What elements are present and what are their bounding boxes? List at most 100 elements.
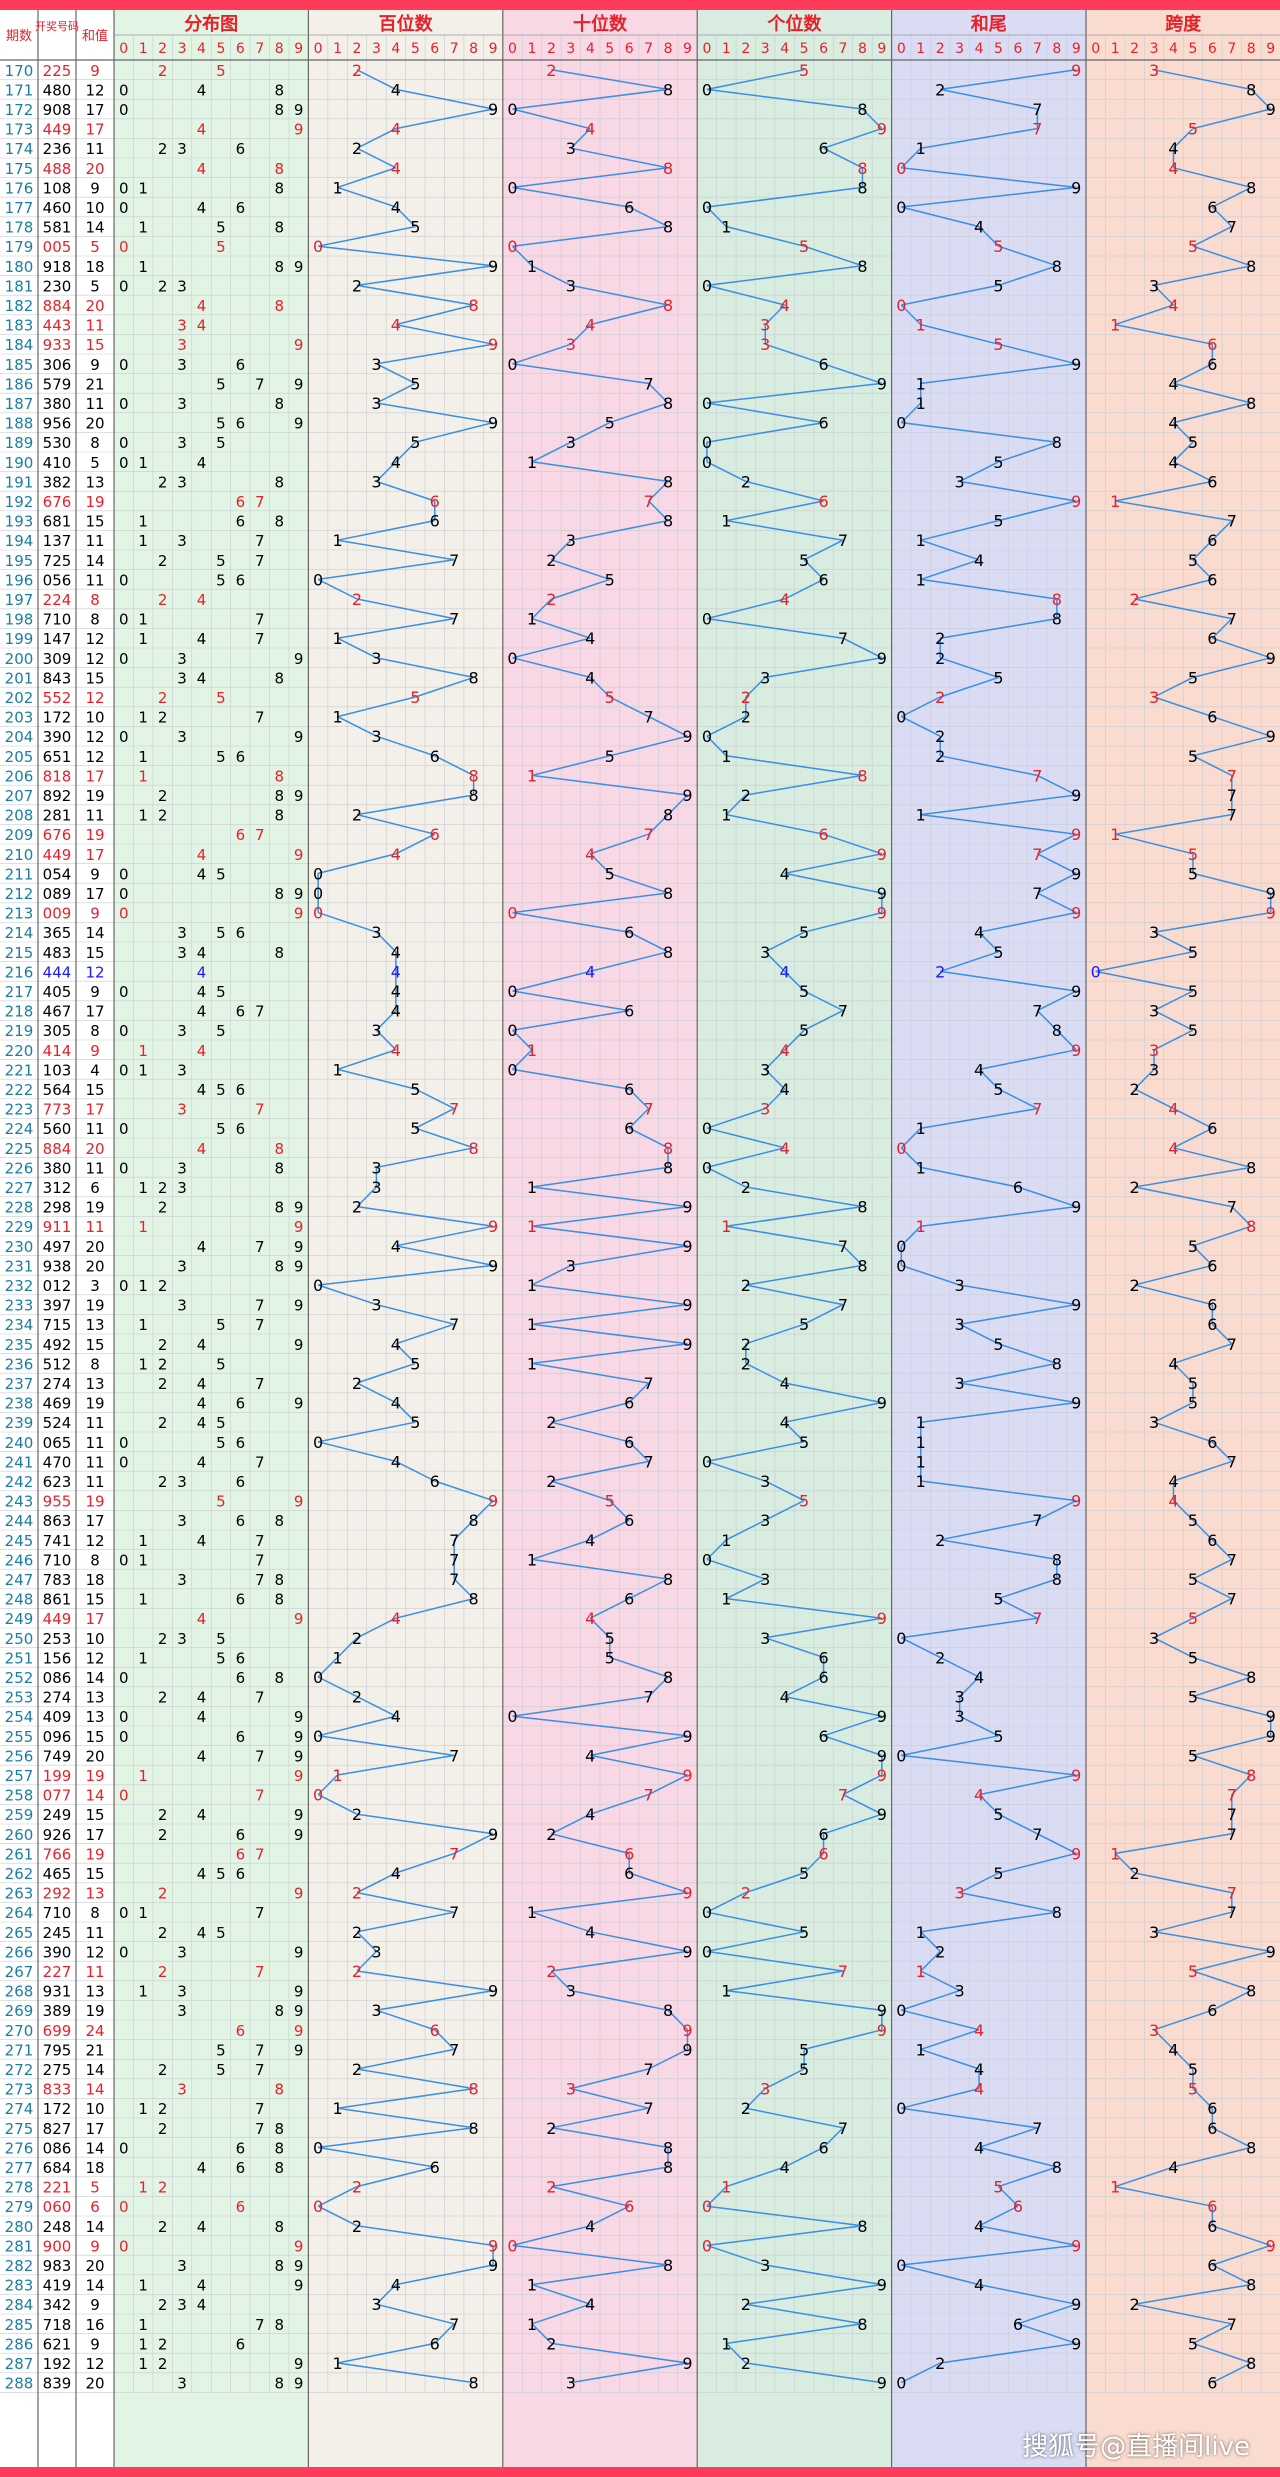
trend-segment	[667, 2009, 689, 2031]
trend-segment	[1212, 186, 1252, 208]
issue-number: 177	[5, 199, 34, 217]
trend-segment	[512, 2225, 591, 2247]
sum-value: 12	[85, 2355, 104, 2373]
trend-point: 6	[818, 2138, 828, 2157]
trend-point: 9	[877, 1746, 887, 1765]
trend-segment	[376, 1303, 455, 1325]
trend-point: 5	[799, 61, 809, 80]
trend-point: 9	[1071, 825, 1081, 844]
trend-point: 9	[1266, 100, 1276, 119]
trend-point: 2	[546, 2119, 556, 2138]
trend-segment	[1211, 520, 1233, 541]
trend-segment	[337, 637, 377, 659]
trend-segment	[551, 69, 669, 91]
trend-segment	[317, 1656, 339, 1678]
distribution-digit: 8	[274, 2159, 284, 2177]
issue-number: 234	[5, 1316, 34, 1334]
distribution-digit: 8	[274, 1159, 284, 1177]
trend-segment	[998, 1343, 1058, 1365]
trend-segment	[317, 911, 377, 933]
draw-number: 467	[43, 1003, 72, 1021]
trend-point: 2	[741, 472, 751, 491]
trend-segment	[901, 421, 1057, 443]
trend-segment	[376, 2303, 455, 2325]
trend-point: 4	[1168, 453, 1178, 472]
draw-number: 918	[43, 258, 72, 276]
draw-number: 530	[43, 434, 72, 452]
trend-point: 3	[955, 1707, 965, 1726]
distribution-digit: 1	[138, 767, 148, 785]
trend-point: 6	[818, 1668, 828, 1687]
trend-segment	[706, 1539, 727, 1560]
trend-segment	[1114, 2166, 1174, 2188]
distribution-digit: 9	[294, 1708, 304, 1726]
draw-number: 621	[43, 2335, 72, 2353]
sum-value: 10	[85, 1630, 104, 1648]
draw-number: 410	[43, 454, 72, 472]
issue-number: 213	[5, 905, 34, 923]
trend-segment	[706, 598, 785, 620]
distribution-digit: 0	[119, 1708, 129, 1726]
trend-point: 3	[371, 1178, 381, 1197]
sum-value: 11	[85, 1414, 104, 1432]
issue-number: 218	[5, 1003, 34, 1021]
trend-point: 8	[469, 786, 479, 805]
trend-segment	[978, 2225, 1077, 2247]
distribution-digit: 0	[119, 101, 129, 119]
trend-segment	[512, 225, 669, 247]
digit-header: 7	[839, 41, 848, 57]
trend-segment	[726, 1519, 766, 1541]
distribution-digit: 4	[197, 199, 207, 217]
trend-segment	[531, 2303, 591, 2325]
distribution-digit: 0	[119, 1120, 129, 1138]
distribution-digit: 8	[274, 2218, 284, 2236]
digit-header: 7	[644, 41, 653, 57]
sum-value: 10	[85, 199, 104, 217]
draw-number: 843	[43, 669, 72, 687]
trend-point: 2	[1130, 1276, 1140, 1295]
digit-header: 8	[1052, 41, 1061, 57]
trend-segment	[959, 1676, 980, 1698]
issue-number: 228	[5, 1199, 34, 1217]
trend-point: 6	[1207, 2001, 1217, 2020]
trend-point: 1	[721, 1217, 731, 1236]
trend-point: 8	[663, 80, 673, 99]
trend-point: 0	[702, 453, 712, 472]
trend-point: 0	[702, 1158, 712, 1177]
trend-segment	[317, 1676, 358, 1698]
trend-segment	[842, 1774, 883, 1796]
digit-header: 9	[683, 41, 692, 57]
digit-header: 0	[508, 41, 517, 57]
digit-header: 2	[158, 41, 167, 57]
trend-segment	[764, 2068, 805, 2090]
trend-segment	[395, 304, 474, 326]
trend-point: 3	[371, 649, 381, 668]
digit-header: 8	[469, 41, 478, 57]
trend-point: 4	[391, 1707, 401, 1726]
trend-point: 2	[741, 2099, 751, 2118]
trend-segment	[998, 500, 1077, 522]
trend-point: 3	[760, 316, 770, 335]
trend-point: 4	[391, 316, 401, 335]
trend-point: 1	[332, 178, 342, 197]
trend-point: 5	[993, 668, 1003, 687]
sum-value: 6	[90, 2198, 100, 2216]
trend-point: 3	[1149, 1002, 1159, 1021]
trend-segment	[337, 1049, 397, 1071]
trend-point: 5	[1188, 237, 1198, 256]
distribution-digit: 9	[294, 2237, 304, 2255]
distribution-digit: 9	[294, 1493, 304, 1511]
distribution-digit: 8	[274, 2081, 284, 2099]
trend-point: 9	[877, 1394, 887, 1413]
trend-point: 6	[818, 570, 828, 589]
sum-value: 13	[85, 1983, 104, 2001]
trend-point: 6	[1207, 1433, 1217, 1452]
trend-segment	[1212, 2264, 1252, 2286]
trend-segment	[1153, 1931, 1271, 1953]
trend-point: 4	[1168, 1100, 1178, 1119]
trend-point: 0	[896, 296, 906, 315]
trend-segment	[726, 225, 805, 247]
distribution-digit: 6	[236, 924, 246, 942]
sum-value: 9	[90, 1042, 100, 1060]
trend-segment	[356, 69, 397, 91]
